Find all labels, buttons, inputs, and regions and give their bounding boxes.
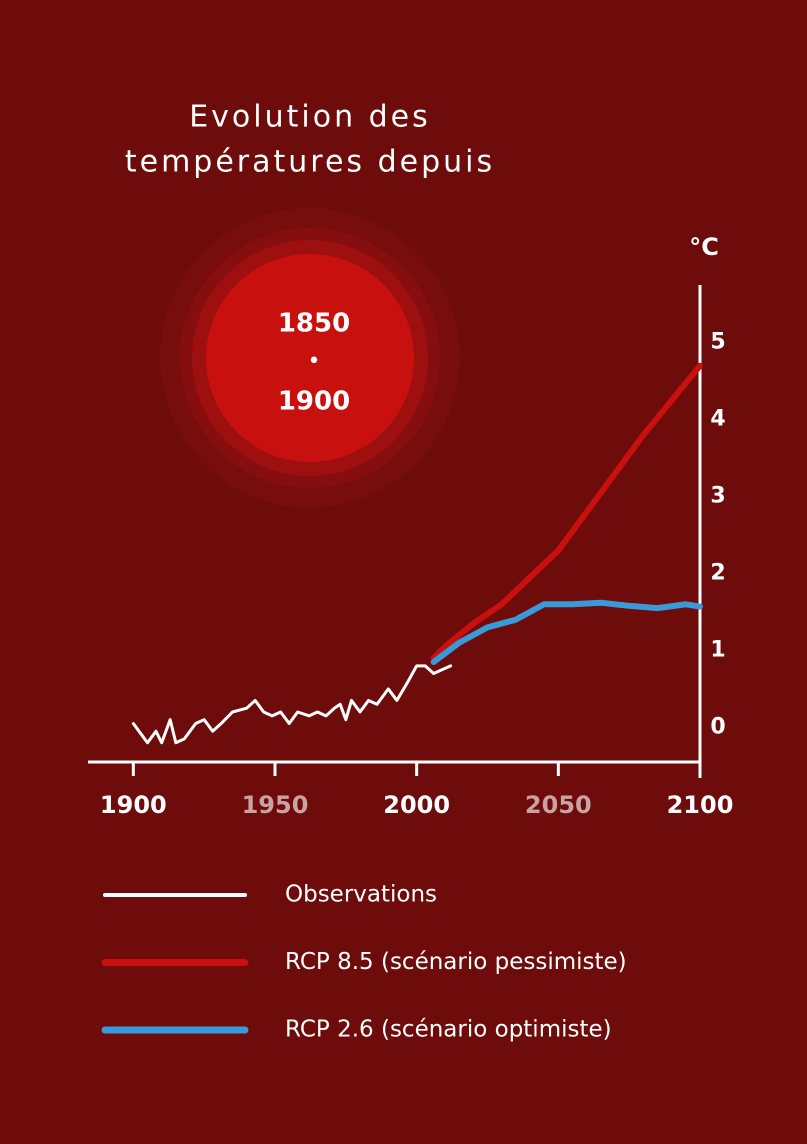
y-tick-label: 2: [710, 561, 725, 586]
chart-title: Evolution des: [189, 100, 431, 135]
badge-text: 1850: [278, 309, 350, 339]
badge: [206, 254, 414, 462]
badge-text: 1900: [278, 387, 350, 417]
badge-text: •: [308, 349, 321, 374]
y-tick-label: 1: [710, 637, 725, 662]
x-tick-label: 1900: [100, 791, 167, 819]
series-line: [131, 664, 453, 745]
chart-title: températures depuis: [125, 145, 495, 180]
y-axis-label: °C: [689, 233, 719, 261]
legend-label: RCP 8.5 (scénario pessimiste): [285, 949, 627, 975]
legend-label: Observations: [285, 882, 437, 908]
y-tick-label: 5: [710, 330, 725, 355]
y-tick-label: 4: [710, 407, 725, 432]
series-line: [430, 362, 703, 662]
series-line: [430, 599, 703, 665]
x-tick-label: 2100: [667, 791, 734, 819]
legend-label: RCP 2.6 (scénario optimiste): [285, 1017, 612, 1043]
y-tick-label: 3: [710, 484, 725, 509]
y-tick-label: 0: [710, 714, 725, 739]
x-tick-label: 2050: [525, 791, 592, 819]
x-tick-label: 2000: [383, 791, 450, 819]
x-tick-label: 1950: [242, 791, 309, 819]
